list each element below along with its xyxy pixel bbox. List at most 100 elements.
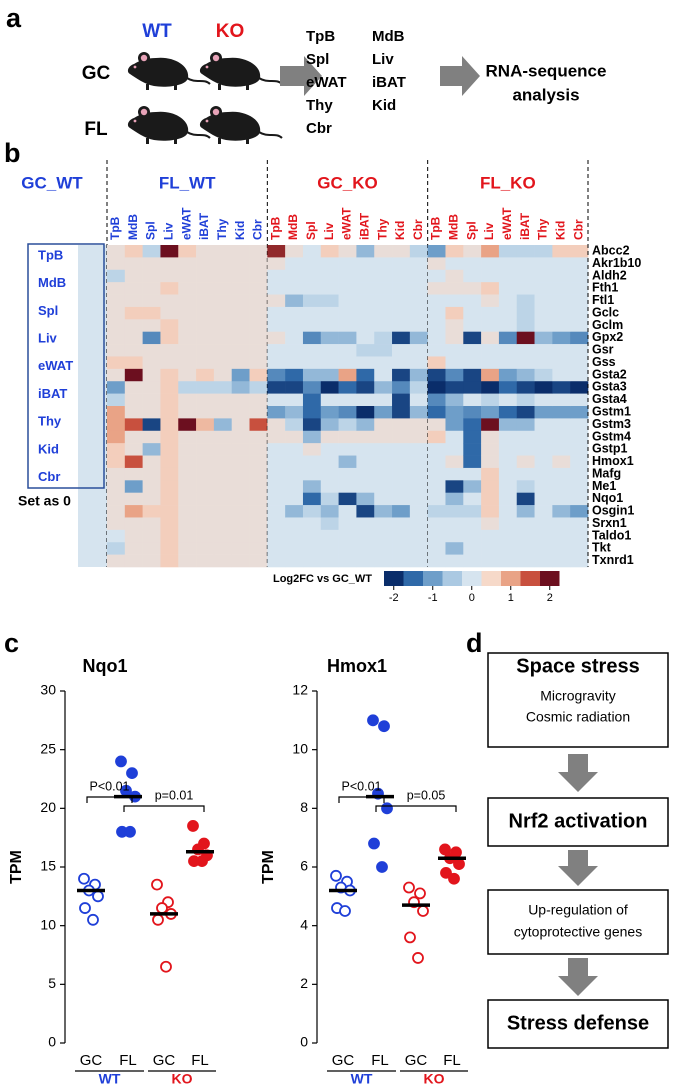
heatmap-cell xyxy=(302,282,322,295)
heatmap-cell xyxy=(213,542,233,555)
column-label: TpB xyxy=(429,216,443,240)
heatmap-cell xyxy=(427,381,446,394)
heatmap-cell xyxy=(445,245,464,258)
heatmap-cell xyxy=(534,257,553,271)
heatmap-cell xyxy=(178,517,197,531)
data-point xyxy=(439,843,451,856)
y-tick-label: 0 xyxy=(48,1034,56,1050)
heatmap-cell xyxy=(552,381,571,394)
heatmap-cell xyxy=(338,529,357,543)
heatmap-cell xyxy=(196,306,215,320)
heatmap-cell xyxy=(302,492,322,506)
heatmap-cell xyxy=(196,368,215,382)
heatmap-cell xyxy=(392,554,411,568)
heatmap-cell xyxy=(392,430,411,444)
y-tick-label: 0 xyxy=(300,1034,308,1050)
heatmap-cell xyxy=(107,344,126,357)
heatmap-cell xyxy=(570,529,589,543)
heatmap-cell xyxy=(249,554,268,568)
x-tick-label: FL xyxy=(119,1052,137,1069)
heatmap-cell xyxy=(516,542,535,555)
heatmap-cell xyxy=(160,257,179,271)
heatmap-cell xyxy=(231,492,250,506)
p-value: p=0.05 xyxy=(407,788,446,802)
heatmap-cell xyxy=(231,245,250,258)
heatmap-cell xyxy=(516,406,535,419)
data-point xyxy=(404,931,416,944)
heatmap-cell xyxy=(160,245,179,258)
mouse-icon xyxy=(126,105,211,145)
heatmap-cell xyxy=(124,443,143,456)
heatmap-cell xyxy=(552,344,571,357)
heatmap-cell xyxy=(481,443,500,456)
heatmap-cell xyxy=(285,443,304,456)
data-point xyxy=(156,902,168,914)
heatmap-cell xyxy=(463,356,482,370)
heatmap-cell xyxy=(570,467,589,481)
heatmap-cell xyxy=(213,269,233,283)
heatmap-cell xyxy=(338,368,357,382)
mouse-icon xyxy=(126,51,211,91)
heatmap-cell xyxy=(196,406,215,419)
heatmap-cell xyxy=(142,331,161,345)
heatmap-cell xyxy=(196,257,215,271)
heatmap-cell xyxy=(249,344,268,357)
heatmap-cell xyxy=(498,319,518,332)
heatmap-cell xyxy=(570,418,589,432)
reference-tissue: Cbr xyxy=(38,469,60,484)
heatmap-cell xyxy=(249,480,268,493)
heatmap-cell xyxy=(178,356,197,370)
heatmap-cell xyxy=(445,368,464,382)
heatmap-cell xyxy=(320,406,339,419)
heatmap-cell xyxy=(178,467,197,481)
heatmap-cell xyxy=(463,443,482,456)
heatmap-cell xyxy=(249,356,268,370)
heatmap-cell xyxy=(302,381,322,394)
heatmap-cell xyxy=(463,529,482,543)
heatmap-cell xyxy=(196,517,215,531)
row-label: Abcc2 xyxy=(592,243,630,257)
heatmap-cell xyxy=(320,443,339,456)
heatmap-cell xyxy=(338,455,357,469)
heatmap-cell xyxy=(409,443,428,456)
heatmap-cell xyxy=(267,368,286,382)
heatmap-cell xyxy=(534,269,553,283)
heatmap-cell xyxy=(178,406,197,419)
heatmap-cell xyxy=(498,393,518,407)
group-label: WT xyxy=(351,1071,373,1087)
heatmap-cell xyxy=(409,381,428,394)
tissue: TpB xyxy=(306,28,335,45)
heatmap-cell xyxy=(249,529,268,543)
heatmap-cell xyxy=(445,492,464,506)
heatmap-cell xyxy=(498,356,518,370)
heatmap-cell xyxy=(498,418,518,432)
heatmap-cell xyxy=(374,344,393,357)
heatmap-cell xyxy=(231,356,250,370)
reference-tissue: Kid xyxy=(38,441,59,456)
heatmap-cell xyxy=(392,418,411,432)
heatmap-cell xyxy=(552,480,571,493)
column-label: iBAT xyxy=(518,212,532,240)
heatmap-cell xyxy=(445,306,464,320)
row-label: Gsr xyxy=(592,343,614,357)
y-tick-label: 20 xyxy=(40,799,56,815)
heatmap-cell xyxy=(534,430,553,444)
row-label: Aldh2 xyxy=(592,268,627,282)
flow-title: Stress defense xyxy=(507,1012,649,1034)
reference-tissue: eWAT xyxy=(38,358,73,373)
heatmap-cell xyxy=(463,517,482,531)
heatmap-cell xyxy=(392,455,411,469)
heatmap-cell xyxy=(213,306,233,320)
heatmap-cell xyxy=(267,443,286,456)
y-axis-label: TPM xyxy=(8,850,25,884)
row-label: Akr1b10 xyxy=(592,256,641,270)
data-point xyxy=(417,905,429,917)
heatmap-cell xyxy=(552,393,571,407)
heatmap-cell xyxy=(392,529,411,543)
heatmap-cell xyxy=(356,257,375,271)
heatmap-cell xyxy=(498,368,518,382)
heatmap-cell xyxy=(570,356,589,370)
heatmap-cell xyxy=(160,368,179,382)
flow-box xyxy=(487,797,669,847)
row-label: Mafg xyxy=(592,466,621,480)
